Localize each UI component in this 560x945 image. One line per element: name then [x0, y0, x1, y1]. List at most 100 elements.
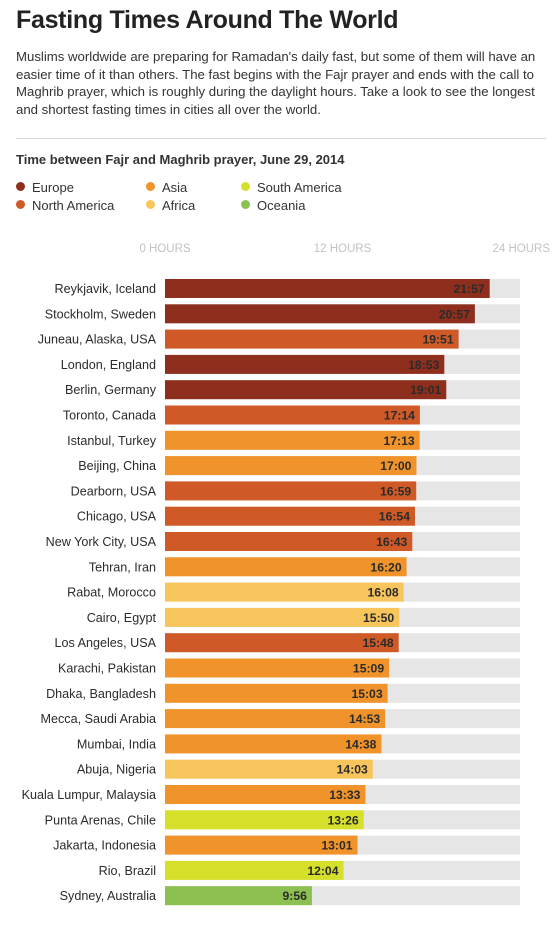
bar-value-label: 9:56: [283, 889, 308, 903]
bar-city-label: Beijing, China: [78, 459, 156, 473]
bar-value-label: 21:57: [454, 282, 485, 296]
bar: [165, 532, 413, 551]
bar: [165, 886, 312, 906]
bar-value-label: 12:04: [307, 864, 338, 878]
legend-item-africa: Africa: [146, 198, 195, 213]
bar: [165, 759, 373, 779]
bar-city-label: Cairo, Egypt: [87, 611, 157, 625]
legend-label: South America: [257, 180, 342, 195]
fasting-times-chart: 0 HOURS 12 HOURS 24 HOURS Reykjavik, Icelan…: [22, 243, 550, 906]
bar-value-label: 13:01: [321, 839, 352, 853]
bar-city-label: Jakarta, Indonesia: [53, 839, 156, 853]
legend-swatch: [16, 200, 25, 209]
bar: [165, 607, 400, 627]
bar-city-label: Tehran, Iran: [89, 560, 156, 574]
bar-city-label: Istanbul, Turkey: [67, 434, 157, 448]
bar-value-label: 16:08: [367, 586, 398, 600]
bar-value-label: 16:59: [380, 484, 411, 498]
legend-label: Asia: [162, 180, 188, 195]
bar-city-label: Abuja, Nigeria: [77, 763, 156, 777]
bar-city-label: Toronto, Canada: [63, 409, 156, 423]
bar-city-label: Rabat, Morocco: [67, 586, 156, 600]
bar: [165, 734, 382, 754]
bar-value-label: 16:43: [376, 535, 407, 549]
bar: [165, 835, 358, 855]
tick-label: 24 HOURS: [492, 243, 550, 255]
bar-value-label: 18:53: [408, 358, 439, 372]
legend-swatch: [146, 182, 155, 191]
bar: [165, 279, 490, 298]
legend-swatch: [146, 200, 155, 209]
legend-swatch: [241, 182, 250, 191]
bar-value-label: 15:48: [363, 636, 394, 650]
bar-value-label: 20:57: [439, 307, 470, 321]
bar-city-label: Juneau, Alaska, USA: [38, 333, 157, 347]
bar: [165, 329, 459, 349]
bar-value-label: 14:53: [349, 712, 380, 726]
legend-label: Oceania: [257, 198, 306, 213]
bar: [165, 506, 415, 526]
bar-city-label: Stockholm, Sweden: [45, 307, 156, 321]
bar: [165, 405, 420, 425]
bar: [165, 456, 417, 476]
bar-value-label: 17:00: [380, 459, 411, 473]
bar: [165, 810, 364, 830]
bar-city-label: Kuala Lumpur, Malaysia: [22, 788, 156, 802]
legend-item-oceania: Oceania: [241, 198, 305, 213]
bar-value-label: 17:14: [384, 409, 415, 423]
bar-city-label: Karachi, Pakistan: [58, 662, 156, 676]
bar: [165, 430, 420, 450]
bar-value-label: 19:01: [410, 383, 441, 397]
legend-label: Europe: [32, 180, 74, 195]
legend-swatch: [16, 182, 25, 191]
bar-city-label: London, England: [61, 358, 156, 372]
legend-label: North America: [32, 198, 115, 213]
bar: [165, 633, 399, 653]
legend-swatch: [241, 200, 250, 209]
bar-city-label: Los Angeles, USA: [54, 636, 156, 650]
bar-city-label: Berlin, Germany: [65, 383, 157, 397]
bar: [165, 785, 366, 804]
bar-city-label: Mecca, Saudi Arabia: [40, 712, 156, 726]
bar-city-label: Rio, Brazil: [99, 864, 156, 878]
bar-value-label: 13:33: [329, 788, 360, 802]
bar-city-label: Chicago, USA: [77, 510, 157, 524]
bar-value-label: 15:09: [353, 662, 384, 676]
legend-label: Africa: [162, 198, 196, 213]
bar-value-label: 14:03: [337, 763, 368, 777]
bar-value-label: 14:38: [345, 737, 376, 751]
bar: [165, 582, 404, 602]
tick-label: 12 HOURS: [314, 243, 372, 255]
page-title: Fasting Times Around The World: [16, 6, 399, 34]
bar-city-label: Mumbai, India: [77, 737, 156, 751]
bar: [165, 658, 390, 678]
chart-subtitle: Time between Fajr and Maghrib prayer, Ju…: [16, 152, 345, 167]
bar: [165, 683, 388, 703]
bar-value-label: 19:51: [422, 333, 453, 347]
bar: [165, 304, 475, 324]
legend-item-europe: Europe: [16, 180, 74, 195]
bar-value-label: 15:50: [363, 611, 394, 625]
bar-city-label: Dearborn, USA: [71, 484, 157, 498]
bar-city-label: New York City, USA: [46, 535, 157, 549]
bar-value-label: 13:26: [328, 813, 359, 827]
legend-item-asia: Asia: [146, 180, 187, 195]
legend: Europe North America Asia Africa South A…: [16, 180, 476, 214]
bar-value-label: 16:54: [379, 510, 410, 524]
intro-paragraph: Muslims worldwide are preparing for Rama…: [16, 49, 536, 117]
bar-city-label: Dhaka, Bangladesh: [46, 687, 156, 701]
bar-value-label: 15:03: [351, 687, 382, 701]
bar: [165, 709, 386, 729]
bar-city-label: Punta Arenas, Chile: [45, 813, 156, 827]
bar: [165, 481, 417, 501]
bar: [165, 354, 445, 374]
legend-item-south-america: South America: [241, 180, 342, 195]
bar-city-label: Sydney, Australia: [60, 889, 156, 903]
bar: [165, 557, 407, 577]
divider: [16, 138, 546, 139]
legend-item-north-america: North America: [16, 198, 114, 213]
tick-label: 0 HOURS: [139, 243, 190, 255]
bar: [165, 380, 447, 400]
bar-city-label: Reykjavik, Iceland: [55, 282, 157, 296]
bar-value-label: 17:13: [383, 434, 414, 448]
